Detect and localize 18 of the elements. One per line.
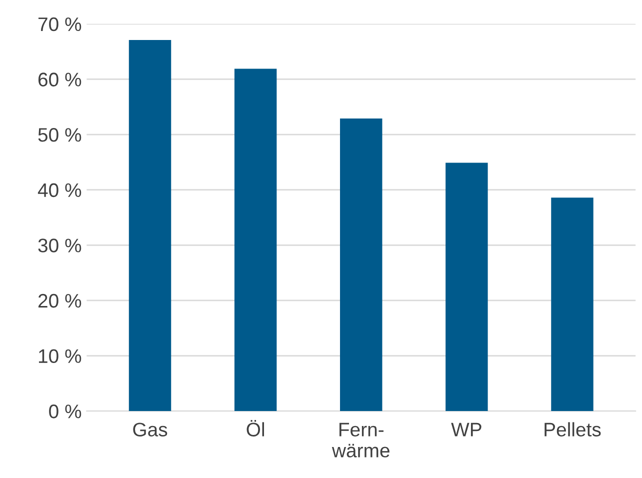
y-tick-label: 20 % (38, 294, 82, 308)
x-tick-label: Fern- wärme (332, 422, 390, 458)
y-tick-label: 70 % (38, 17, 82, 32)
y-tick-label: 30 % (38, 238, 82, 252)
bar (551, 198, 594, 412)
y-tick-label: 60 % (38, 72, 82, 86)
bar (446, 162, 488, 412)
y-tick-label: 0 % (49, 404, 82, 418)
x-tick-label: Öl (246, 420, 264, 436)
y-tick-label: 40 % (38, 183, 82, 198)
x-tick-label: Gas (133, 422, 168, 436)
bar (340, 118, 382, 412)
bar (234, 68, 277, 412)
x-tick-label: Pellets (544, 422, 601, 436)
bar (128, 40, 172, 412)
y-tick-label: 10 % (38, 349, 82, 364)
x-tick-label: WP (451, 422, 482, 436)
y-tick-label: 50 % (38, 128, 82, 142)
